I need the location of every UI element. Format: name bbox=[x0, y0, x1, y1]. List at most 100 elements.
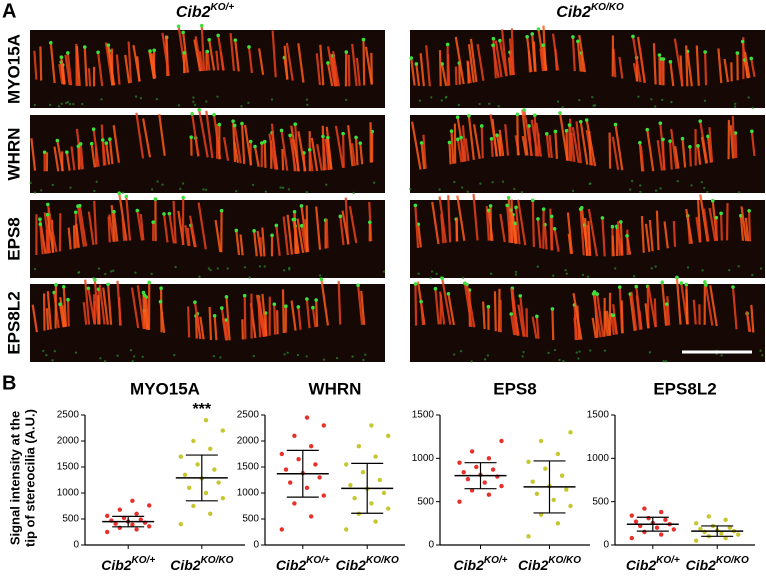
background-signal bbox=[335, 356, 339, 360]
background-signal bbox=[306, 103, 309, 107]
stereocilium bbox=[510, 28, 515, 75]
tip-signal bbox=[747, 208, 751, 213]
data-point bbox=[723, 517, 728, 523]
data-point bbox=[134, 527, 139, 532]
stereocilium bbox=[656, 140, 664, 171]
stereocilium bbox=[59, 297, 67, 328]
background-signal bbox=[561, 105, 564, 109]
background-signal bbox=[193, 103, 197, 107]
tip-signal bbox=[419, 299, 423, 304]
stereocilium bbox=[482, 301, 486, 330]
stereocilium bbox=[535, 316, 540, 339]
background-signal bbox=[659, 187, 662, 190]
data-point bbox=[629, 513, 634, 518]
background-signal bbox=[51, 359, 54, 362]
tip-signal bbox=[413, 282, 418, 286]
stereocilium bbox=[415, 63, 421, 87]
stereocilium bbox=[454, 66, 458, 86]
background-signal bbox=[174, 265, 177, 269]
tip-signal bbox=[467, 113, 471, 118]
tip-signal bbox=[274, 223, 279, 228]
stereocilium bbox=[247, 46, 254, 74]
stereocilium bbox=[139, 213, 145, 241]
stereocilium bbox=[355, 57, 361, 86]
genotype-superscript: KO/+ bbox=[211, 2, 235, 13]
data-point bbox=[130, 522, 135, 527]
background-signal bbox=[565, 272, 569, 276]
stereocilium bbox=[504, 124, 510, 156]
stereocilium bbox=[539, 48, 545, 72]
background-signal bbox=[212, 354, 216, 358]
tip-signal bbox=[409, 56, 414, 60]
y-tick-label: 1500 bbox=[57, 462, 80, 473]
background-signal bbox=[351, 355, 354, 358]
stereocilium bbox=[748, 210, 752, 242]
stereocilium bbox=[535, 122, 543, 157]
stereocilium bbox=[644, 223, 651, 252]
stereocilium bbox=[517, 304, 525, 337]
data-point bbox=[465, 476, 471, 482]
data-point bbox=[457, 499, 462, 504]
background-signal bbox=[134, 95, 138, 98]
data-point bbox=[130, 498, 135, 503]
background-signal bbox=[653, 105, 657, 108]
stereocilium bbox=[669, 61, 675, 87]
tip-signal bbox=[216, 33, 220, 38]
data-point bbox=[138, 517, 143, 522]
background-signal bbox=[226, 267, 229, 270]
tip-signal bbox=[252, 229, 256, 233]
tip-signal bbox=[224, 294, 229, 299]
data-point bbox=[736, 532, 741, 537]
stereocilium bbox=[311, 307, 317, 328]
tip-signal bbox=[659, 57, 664, 61]
stereocilium bbox=[115, 54, 121, 85]
tip-signal bbox=[525, 34, 529, 39]
stereocilium bbox=[30, 138, 37, 171]
tip-signal bbox=[66, 51, 70, 55]
stereocilium bbox=[83, 46, 88, 87]
tip-signal bbox=[576, 39, 580, 44]
data-point bbox=[469, 488, 475, 493]
tip-signal bbox=[619, 220, 623, 224]
tip-signal bbox=[231, 119, 235, 123]
background-signal bbox=[133, 355, 136, 358]
stereocilium bbox=[142, 292, 146, 330]
background-signal bbox=[686, 266, 690, 269]
background-signal bbox=[703, 99, 707, 102]
stereocilium bbox=[536, 218, 542, 249]
tip-signal bbox=[65, 150, 69, 154]
stereocilium bbox=[531, 316, 538, 339]
stereocilium bbox=[647, 285, 657, 328]
tip-signal bbox=[449, 129, 454, 133]
y-tick-label: 1500 bbox=[587, 410, 610, 421]
genotype-label: Cib2KO/+ bbox=[176, 2, 234, 21]
tip-signal bbox=[106, 43, 111, 47]
stereocilium bbox=[77, 146, 81, 170]
genotype-name: Cib2 bbox=[686, 557, 717, 573]
background-signal bbox=[112, 269, 115, 272]
tip-signal bbox=[489, 136, 494, 141]
stereocilium bbox=[198, 109, 209, 158]
tip-signal bbox=[232, 123, 237, 128]
stereocilium bbox=[82, 302, 88, 325]
stereocilium bbox=[78, 205, 88, 247]
background-signal bbox=[287, 188, 291, 191]
stereocilium bbox=[193, 302, 202, 340]
stereocilium bbox=[72, 225, 76, 249]
stereocilium bbox=[108, 214, 115, 243]
stereocilium bbox=[709, 285, 718, 327]
stereocilium bbox=[233, 125, 242, 164]
background-signal bbox=[258, 265, 262, 268]
background-signal bbox=[57, 105, 61, 108]
stereocilium bbox=[608, 132, 612, 169]
stereocilium bbox=[46, 214, 55, 253]
stereocilium bbox=[31, 304, 38, 333]
background-signal bbox=[100, 98, 103, 101]
stereocilium bbox=[206, 51, 211, 71]
background-signal bbox=[547, 351, 550, 355]
chart-title: EPS8L2 bbox=[653, 379, 716, 398]
data-point bbox=[490, 467, 496, 472]
tip-signal bbox=[326, 135, 330, 140]
tip-signal bbox=[719, 211, 723, 216]
tip-signal bbox=[158, 299, 163, 304]
